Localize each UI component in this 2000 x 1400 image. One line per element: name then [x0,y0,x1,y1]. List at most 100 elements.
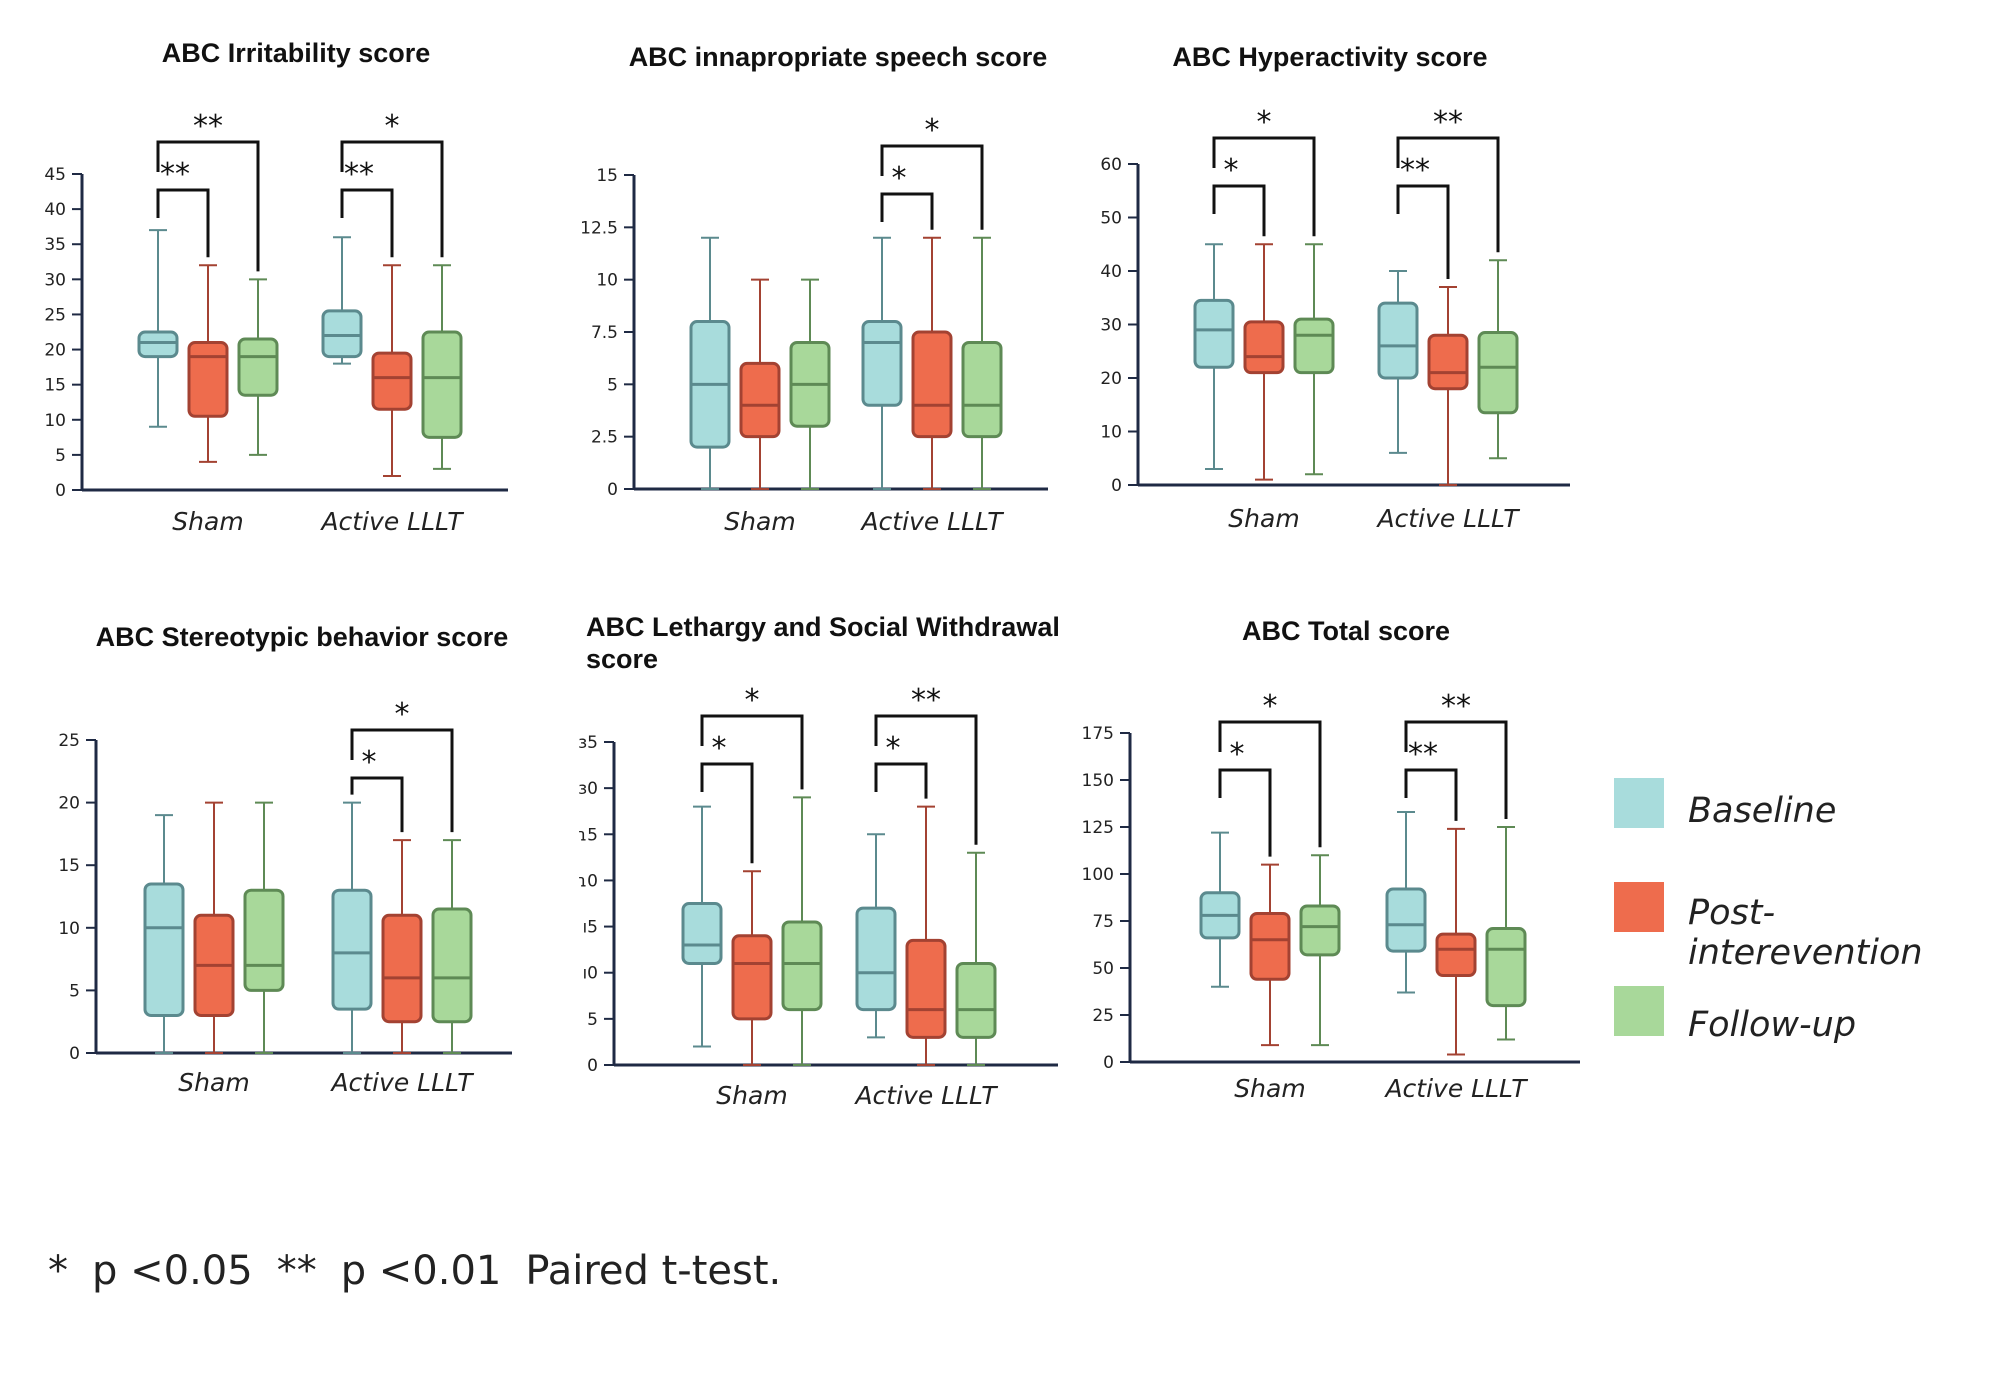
box-iqr [731,934,773,1021]
box-post [187,264,229,463]
y-tick-label: 40 [1100,262,1122,282]
bracket-line [700,762,754,864]
y-tick-label: 0 [69,1044,80,1064]
y-tick-label: 5 [607,375,618,395]
significance-label: * [1257,105,1272,140]
chart-panel-2: ABC innapropriate speech score 0 2.5 5 7.5 10… [580,42,1048,536]
y-tick-label: 20 [44,341,66,361]
box-iqr [243,888,285,992]
bracket-line [700,714,804,790]
box-iqr [1435,932,1477,978]
y-tick-label: 2.5 [591,428,618,448]
box-post [905,805,947,1066]
legend-swatch-baseline [1614,778,1664,828]
y-tick-label: ɿ5 [578,825,598,845]
y-tick-label: 25 [44,305,66,325]
box-follow [237,278,279,456]
x-category-label: Sham [178,1068,249,1097]
chart-panel-5: ABC Lethargy and Social Withdrawal score 0… [578,612,1060,1110]
y-tick-label: 0 [607,480,618,500]
box-baseline [137,229,179,428]
x-category-label: Sham [1234,1074,1305,1103]
bracket-line [156,140,260,272]
y-tick-label: ı5 [582,918,598,938]
significance-label: ** [911,683,941,718]
legend-label-line: Baseline [1688,791,1836,831]
bracket-line [880,192,934,230]
box-iqr [1299,904,1341,957]
box-iqr [911,330,953,439]
bracket-line [1218,720,1322,848]
x-category-label: Sham [1228,504,1299,533]
box-baseline [321,236,363,365]
legend-swatch-post [1614,882,1664,932]
box-baseline [1199,831,1241,988]
test-text: Paired t-test. [525,1248,782,1294]
chart-panel-3: ABC Hyperactivity score 0 10 20 30 40 50 60 Sham… [1100,42,1570,533]
x-category-label: Active LLLT [319,507,464,536]
box-follow [243,801,285,1054]
legend-swatch-follow [1614,986,1664,1036]
bracket-line [1212,184,1266,237]
y-tick-label: 0 [55,481,66,501]
box-baseline [689,236,731,490]
y-tick-label: 30 [1100,316,1122,336]
box-iqr [861,320,903,407]
sig1-text: p <0.05 [92,1248,253,1294]
y-tick-label: 5 [587,1010,598,1030]
significance-label: * [1224,153,1239,188]
box-iqr [331,888,373,1011]
y-tick-label: 25 [58,731,80,751]
significance-bracket: ** [1396,153,1450,280]
x-category-label: Sham [172,507,243,536]
y-tick-label: 175 [1082,724,1114,744]
significance-label: * [395,697,410,732]
box-iqr [237,337,279,397]
y-tick-label: 45 [44,165,66,185]
significance-bracket: * [700,731,754,864]
bracket-line [1404,720,1508,819]
y-tick-label: 15 [596,166,618,186]
box-iqr [371,351,413,411]
bracket-line [880,144,984,230]
y-tick-label: 15 [44,376,66,396]
box-baseline [855,833,897,1039]
box-iqr [421,330,463,439]
box-iqr [431,907,473,1024]
significance-bracket: * [1218,737,1272,857]
box-follow [1299,854,1341,1047]
significance-bracket: * [350,745,404,833]
y-tick-label: 5 [69,981,80,1001]
box-iqr [1249,911,1291,981]
chart-title-line-2: score [586,644,658,674]
legend-label-line: Follow-up [1688,1005,1856,1045]
significance-bracket: * [1212,153,1266,237]
bracket-line [874,762,928,799]
box-baseline [143,814,185,1054]
legend-label-line: interevention [1688,933,1923,973]
box-post [739,278,781,490]
box-baseline [1385,810,1427,994]
chart-panel-6: ABC Total score 0 25 50 75 100 125 150 175 Sham Ac… [1082,616,1580,1103]
bracket-line [874,714,978,845]
x-category-label: Active LLLT [1383,1074,1528,1103]
box-iqr [1427,333,1469,391]
box-iqr [1385,887,1427,953]
box-follow [955,851,997,1066]
significance-label: * [362,745,377,780]
significance-label: * [385,109,400,144]
bracket-line [340,188,394,258]
y-tick-label: 0 [1111,476,1122,496]
box-follow [1485,826,1527,1041]
significance-label: * [745,683,760,718]
box-iqr [143,882,185,1017]
box-iqr [1377,301,1419,380]
box-iqr [1243,320,1285,375]
y-tick-label: 50 [1100,209,1122,229]
bracket-line [340,140,444,258]
x-category-label: Active LLLT [853,1081,998,1110]
y-tick-label: 25 [1092,1006,1114,1026]
significance-bracket: ** [874,683,978,845]
significance-bracket: * [1212,105,1316,237]
box-iqr [855,906,897,1012]
